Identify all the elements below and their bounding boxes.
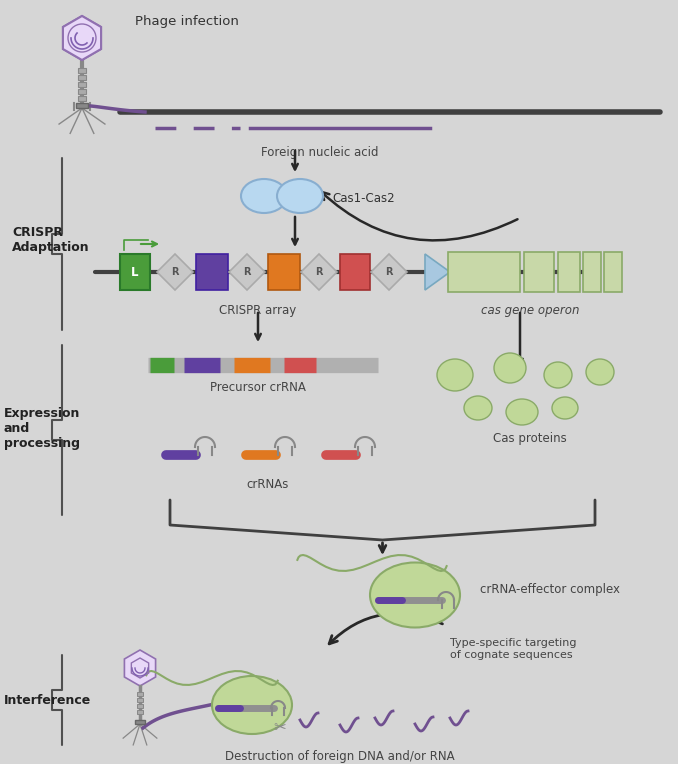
Text: Precursor crRNA: Precursor crRNA — [210, 381, 306, 394]
Text: L: L — [132, 266, 139, 279]
Polygon shape — [63, 16, 101, 60]
Bar — [78, 68, 86, 73]
Text: cas gene operon: cas gene operon — [481, 304, 579, 317]
Polygon shape — [301, 254, 337, 290]
Text: ✂: ✂ — [274, 720, 286, 736]
Polygon shape — [425, 254, 450, 290]
Bar — [120, 254, 150, 290]
Ellipse shape — [494, 353, 526, 383]
Bar — [137, 698, 143, 702]
Bar — [448, 252, 520, 292]
Ellipse shape — [212, 676, 292, 734]
Bar — [268, 254, 300, 290]
Bar — [78, 75, 86, 80]
Text: Cas proteins: Cas proteins — [493, 432, 567, 445]
Text: Destruction of foreign DNA and/or RNA: Destruction of foreign DNA and/or RNA — [225, 750, 455, 763]
Polygon shape — [157, 254, 193, 290]
Ellipse shape — [370, 562, 460, 627]
Polygon shape — [229, 254, 265, 290]
Bar — [196, 254, 228, 290]
Ellipse shape — [586, 359, 614, 385]
Text: R: R — [172, 267, 179, 277]
Bar — [78, 89, 86, 94]
Text: Type-specific targeting
of cognate sequences: Type-specific targeting of cognate seque… — [450, 638, 576, 659]
Text: CRISPR
Adaptation: CRISPR Adaptation — [12, 226, 89, 254]
Ellipse shape — [437, 359, 473, 391]
Text: Expression
and
processing: Expression and processing — [4, 406, 81, 449]
Ellipse shape — [464, 396, 492, 420]
Bar — [524, 252, 554, 292]
Bar — [78, 96, 86, 101]
Bar — [583, 252, 601, 292]
Bar — [558, 252, 580, 292]
Text: R: R — [243, 267, 251, 277]
Bar — [340, 254, 370, 290]
Text: Interference: Interference — [4, 694, 92, 707]
Polygon shape — [63, 16, 101, 60]
Bar — [137, 692, 143, 696]
Ellipse shape — [552, 397, 578, 419]
Bar — [604, 252, 622, 292]
Text: Phage infection: Phage infection — [135, 15, 239, 28]
Polygon shape — [371, 254, 407, 290]
Ellipse shape — [277, 179, 323, 213]
Bar — [76, 103, 88, 108]
Text: crRNA-effector complex: crRNA-effector complex — [480, 584, 620, 597]
Text: Cas1-Cas2: Cas1-Cas2 — [332, 192, 395, 205]
Bar — [135, 720, 145, 724]
Bar — [137, 704, 143, 708]
Ellipse shape — [544, 362, 572, 388]
Bar — [137, 710, 143, 714]
Text: R: R — [385, 267, 393, 277]
Ellipse shape — [241, 179, 287, 213]
Text: crRNAs: crRNAs — [247, 478, 290, 491]
Text: Foreign nucleic acid: Foreign nucleic acid — [261, 146, 379, 159]
Bar — [78, 82, 86, 87]
Ellipse shape — [506, 399, 538, 425]
Polygon shape — [124, 650, 155, 686]
Text: R: R — [315, 267, 323, 277]
Text: CRISPR array: CRISPR array — [220, 304, 297, 317]
